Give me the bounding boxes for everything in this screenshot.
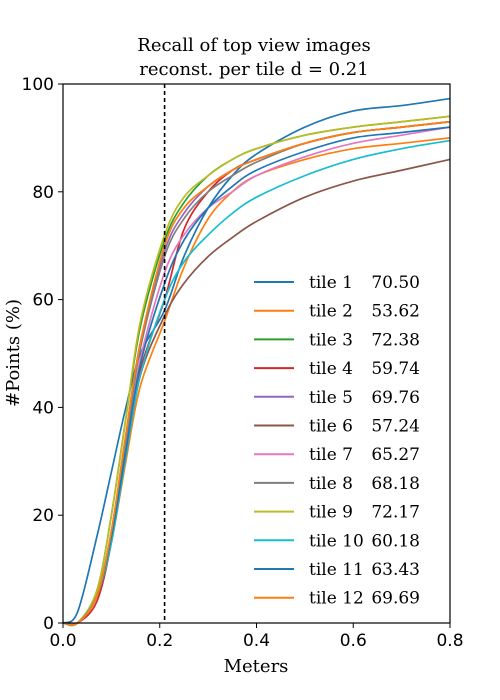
y-tick-label: 20 [32, 506, 54, 526]
chart-title-line2: reconst. per tile d = 0.21 [139, 59, 368, 80]
legend-name-tile-9: tile 9 [309, 503, 353, 523]
y-tick-label: 100 [22, 75, 54, 95]
legend-score-tile-12: 69.69 [371, 589, 420, 609]
legend-score-tile-2: 53.62 [371, 302, 420, 322]
x-tick-label: 0.0 [49, 631, 76, 651]
series-line-tile-2 [62, 137, 451, 626]
series-line-tile-9 [62, 115, 451, 627]
y-tick-label: 0 [43, 614, 54, 634]
legend-name-tile-8: tile 8 [309, 474, 353, 494]
x-tick-label: 0.2 [146, 631, 173, 651]
series-line-tile-10 [62, 139, 451, 626]
legend-name-tile-11: tile 11 [309, 560, 364, 580]
x-tick-label: 0.6 [340, 631, 367, 651]
y-tick-label: 40 [32, 398, 54, 418]
legend-score-tile-7: 65.27 [371, 445, 420, 465]
legend-name-tile-2: tile 2 [309, 302, 353, 322]
legend-name-tile-5: tile 5 [309, 388, 353, 408]
series-layer [62, 97, 451, 627]
legend-score-tile-8: 68.18 [371, 474, 420, 494]
x-axis-label: Meters [224, 656, 289, 677]
legend-name-tile-7: tile 7 [309, 445, 353, 465]
legend-name-tile-1: tile 1 [309, 273, 353, 293]
legend-score-tile-1: 70.50 [371, 273, 420, 293]
x-axis-ticks: 0.0 0.2 0.4 0.6 0.8 [49, 623, 464, 651]
legend-name-tile-3: tile 3 [309, 330, 353, 350]
legend: tile 1 70.50 tile 2 53.62 tile 3 72.38 tile 4 5… [254, 273, 420, 609]
series-line-tile-12 [62, 120, 451, 626]
legend-score-tile-5: 69.76 [371, 388, 420, 408]
legend-score-tile-11: 63.43 [371, 560, 420, 580]
chart-title-line1: Recall of top view images [137, 35, 370, 56]
legend-name-tile-4: tile 4 [309, 359, 353, 379]
legend-score-tile-10: 60.18 [371, 531, 420, 551]
y-axis-ticks: 0 20 40 60 80 100 [22, 75, 63, 634]
legend-score-tile-3: 72.38 [371, 330, 420, 350]
x-tick-label: 0.8 [436, 631, 463, 651]
legend-score-tile-9: 72.17 [371, 503, 420, 523]
legend-name-tile-12: tile 12 [309, 589, 364, 609]
legend-score-tile-4: 59.74 [371, 359, 420, 379]
y-axis-label: #Points (%) [3, 299, 24, 407]
y-tick-label: 60 [32, 291, 54, 311]
series-line-tile-1 [62, 97, 451, 624]
legend-name-tile-10: tile 10 [309, 531, 364, 551]
y-tick-label: 80 [32, 183, 54, 203]
legend-name-tile-6: tile 6 [309, 417, 353, 437]
x-tick-label: 0.4 [243, 631, 270, 651]
legend-score-tile-6: 57.24 [371, 417, 420, 437]
